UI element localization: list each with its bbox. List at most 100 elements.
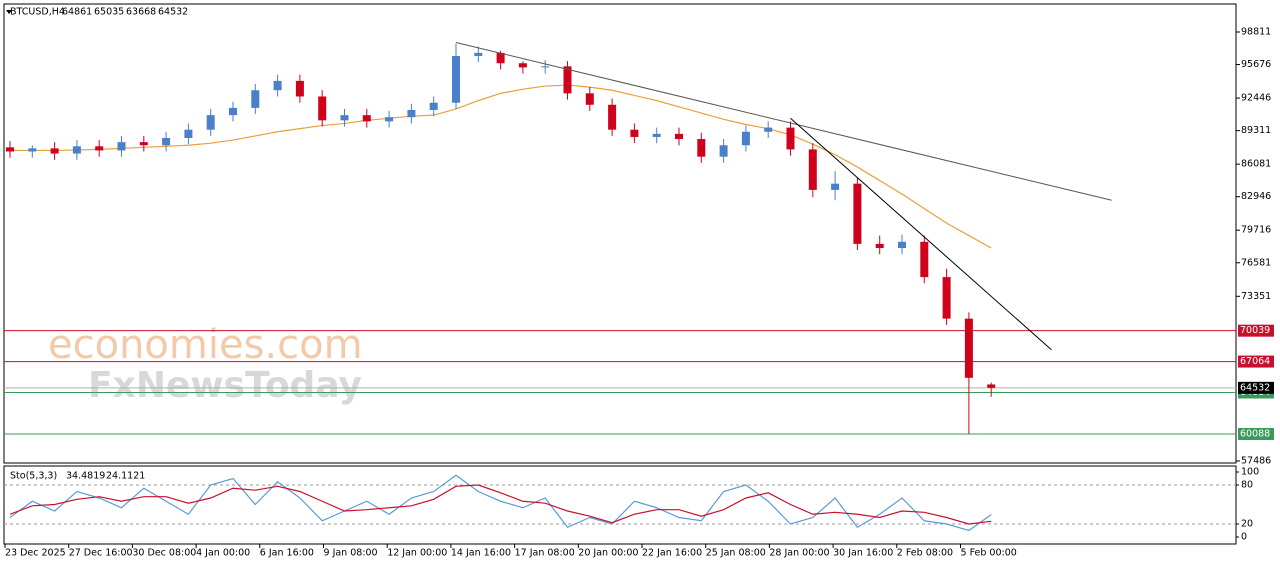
candle-body — [563, 66, 572, 94]
candle-body — [162, 137, 171, 146]
candle-body — [741, 131, 750, 146]
main-panel — [3, 3, 1237, 464]
header-value: 65035 — [94, 7, 124, 18]
candle-body — [786, 127, 795, 150]
candle-body — [875, 243, 884, 249]
candle-body — [385, 117, 394, 122]
candle-body — [942, 277, 951, 319]
candle-body — [652, 133, 661, 137]
candle-body — [630, 129, 639, 137]
stoch-panel — [3, 465, 1237, 545]
candle-body — [452, 55, 460, 103]
moving-average — [10, 84, 992, 249]
candle-body — [139, 142, 148, 146]
candle-body — [764, 127, 773, 132]
x-tick-label: 12 Jan 00:00 — [387, 548, 447, 559]
candle-body — [518, 63, 527, 68]
x-tick-label: 30 Dec 08:00 — [132, 548, 196, 559]
stoch-label: Sto(5,3,3) — [10, 471, 57, 482]
candle-body — [206, 115, 215, 130]
x-tick-label: 5 Feb 00:00 — [961, 548, 1017, 559]
candle-body — [898, 241, 906, 249]
stoch-tick-label: 80 — [1241, 480, 1253, 491]
level-label: 70039 — [1240, 325, 1270, 336]
menu-arrow — [6, 10, 12, 14]
candle-body — [251, 90, 260, 108]
candle-body — [585, 93, 594, 105]
candle-body — [719, 145, 728, 157]
level-tag — [1238, 355, 1274, 368]
candle-body — [28, 148, 37, 152]
header-value: 63668 — [126, 7, 156, 18]
candle-body — [117, 142, 126, 151]
candle-body — [184, 129, 193, 138]
candle-body — [496, 52, 505, 64]
x-tick-label: 30 Jan 16:00 — [833, 548, 893, 559]
candle-body — [987, 384, 996, 388]
y-tick-label: 57486 — [1241, 455, 1271, 466]
candle-body — [229, 107, 237, 116]
candle-body — [697, 139, 706, 157]
current-price-label: 64532 — [1240, 382, 1270, 393]
level-label: 67064 — [1240, 356, 1270, 367]
x-tick-label: 27 Dec 16:00 — [69, 548, 133, 559]
watermark-text: economies.com — [48, 322, 363, 368]
candle-body — [853, 183, 862, 244]
candle-body — [964, 318, 973, 378]
x-tick-label: 14 Jan 16:00 — [451, 548, 511, 559]
candle-body — [675, 133, 683, 140]
x-tick-label: 20 Jan 00:00 — [578, 548, 638, 559]
watermark: economies.com FxNewsToday — [48, 322, 363, 406]
y-tick-label: 98811 — [1241, 26, 1271, 37]
stoch-tick-label: 20 — [1241, 519, 1253, 530]
x-tick-label: 23 Dec 2025 — [5, 548, 66, 559]
y-tick-label: 92446 — [1241, 93, 1271, 104]
stoch-tick-label: 0 — [1241, 532, 1247, 543]
y-tick-label: 95676 — [1241, 59, 1271, 70]
y-tick-label: 73351 — [1241, 291, 1271, 302]
stoch-signal — [9, 484, 992, 525]
level-tag — [1238, 324, 1274, 337]
candle-body — [362, 115, 371, 122]
candle-body — [273, 80, 282, 91]
candle-body — [541, 66, 550, 68]
candle-body — [318, 96, 327, 121]
stoch-reading: 34.4819 — [66, 471, 105, 482]
x-tick-label: 9 Jan 08:00 — [324, 548, 378, 559]
symbol: BTCUSD,H4 — [10, 7, 65, 18]
candle-body — [429, 102, 438, 110]
candle-body — [608, 104, 617, 130]
level-label: 60088 — [1240, 428, 1270, 439]
candle-body — [831, 183, 840, 190]
x-tick-label: 2 Feb 08:00 — [897, 548, 953, 559]
candle-body — [6, 147, 14, 152]
x-tick-label: 6 Jan 16:00 — [260, 548, 314, 559]
candle-body — [295, 80, 304, 97]
stoch-tick-label: 100 — [1241, 467, 1259, 478]
candle-body — [920, 241, 929, 278]
y-tick-label: 79716 — [1241, 225, 1271, 236]
trendline — [455, 41, 1112, 201]
candle-body — [474, 52, 483, 56]
x-tick-label: 17 Jan 08:00 — [515, 548, 575, 559]
candle-body — [808, 149, 817, 190]
x-tick-label: 28 Jan 00:00 — [769, 548, 829, 559]
x-tick-label: 22 Jan 16:00 — [642, 548, 702, 559]
header-value: 64861 — [62, 7, 92, 18]
candle-body — [72, 146, 81, 154]
candle-body — [407, 109, 416, 118]
candle-body — [95, 146, 104, 151]
trendline — [790, 117, 1052, 351]
y-tick-label: 86081 — [1241, 159, 1271, 170]
header-value: 64532 — [158, 7, 188, 18]
candle-body — [50, 148, 59, 154]
x-tick-label: 4 Jan 00:00 — [196, 548, 250, 559]
stoch-main — [9, 474, 992, 532]
current-price-tag — [1238, 381, 1274, 394]
x-tick-label: 25 Jan 08:00 — [706, 548, 766, 559]
y-tick-label: 76581 — [1241, 257, 1271, 268]
watermark-text: FxNewsToday — [88, 365, 362, 406]
y-tick-label: 89311 — [1241, 125, 1271, 136]
